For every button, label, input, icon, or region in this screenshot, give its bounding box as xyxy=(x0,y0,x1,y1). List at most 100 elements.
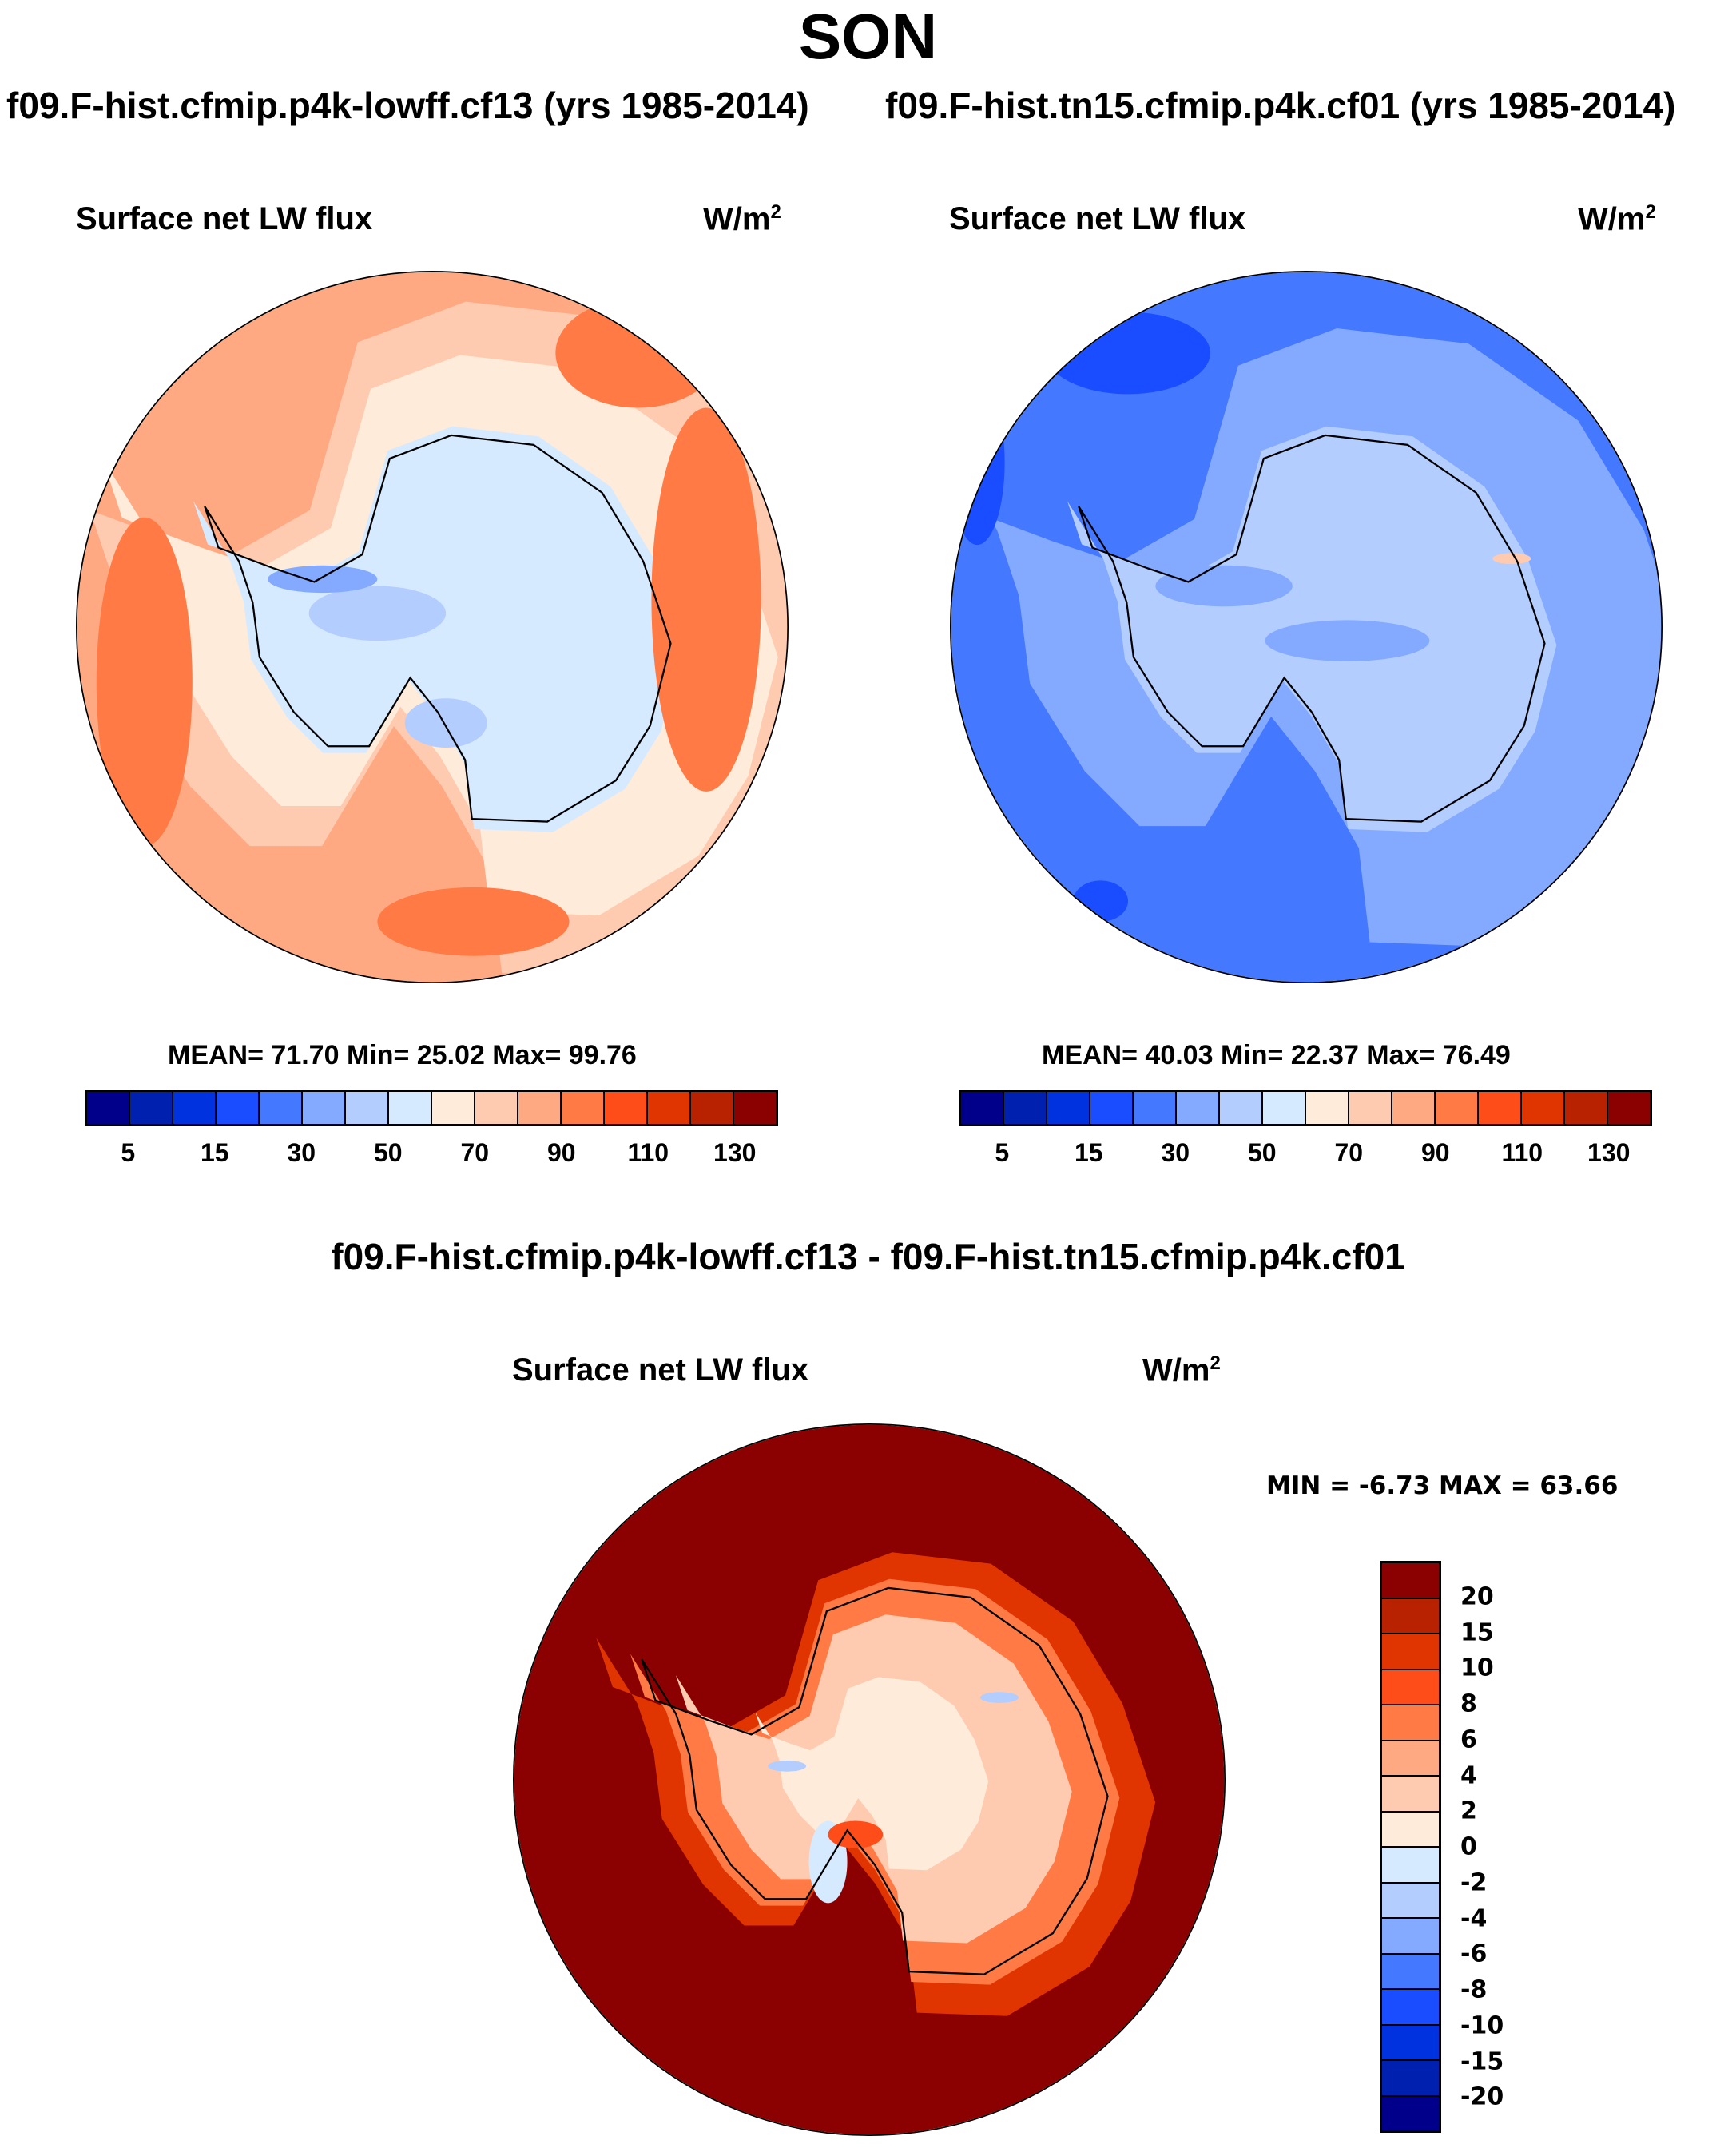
colorbar-tick-label: 10 xyxy=(1460,1654,1494,1682)
colorbar-box xyxy=(1608,1092,1650,1124)
map-boundary xyxy=(76,271,789,983)
colorbar-box xyxy=(389,1092,432,1124)
colorbar-box xyxy=(1382,1634,1439,1670)
colorbar-box xyxy=(260,1092,303,1124)
colorbar-tick-label: 5 xyxy=(121,1138,136,1167)
contour-patch xyxy=(951,380,1005,546)
colorbar-box xyxy=(734,1092,776,1124)
panel2-subtitle: f09.F-hist.tn15.cfmip.p4k.cf01 (yrs 1985… xyxy=(885,85,1676,126)
colorbar-tick-label: -8 xyxy=(1460,1975,1488,2004)
contour-patch xyxy=(1492,553,1531,565)
colorbar-box xyxy=(130,1092,173,1124)
colorbar-box xyxy=(1382,1848,1439,1884)
colorbar-tick-label: 70 xyxy=(460,1138,490,1167)
colorbar-tick-label: 110 xyxy=(1501,1138,1543,1167)
antarctica-coastline xyxy=(1078,434,1546,823)
colorbar-tick-label: 50 xyxy=(1247,1138,1277,1167)
colorbar-box xyxy=(1392,1092,1436,1124)
colorbar-tick-label: 2 xyxy=(1460,1797,1477,1825)
colorbar-box xyxy=(1047,1092,1090,1124)
map-panel3 xyxy=(513,1423,1226,2136)
colorbar-tick-label: 70 xyxy=(1334,1138,1364,1167)
map-boundary xyxy=(950,271,1663,983)
colorbar-box xyxy=(1382,2025,1439,2061)
colorbar-box xyxy=(1220,1092,1263,1124)
colorbar-box xyxy=(1382,1670,1439,1705)
contour-patch xyxy=(1046,312,1210,395)
diff-subtitle: f09.F-hist.cfmip.p4k-lowff.cf13 - f09.F-… xyxy=(331,1236,1405,1277)
contour-patch xyxy=(1265,620,1430,661)
contour-patch xyxy=(404,698,487,748)
panel1-subtitle: f09.F-hist.cfmip.p4k-lowff.cf13 (yrs 198… xyxy=(6,85,809,126)
colorbar-tick-label: 130 xyxy=(713,1138,757,1167)
colorbar-box xyxy=(1177,1092,1220,1124)
colorbar-box xyxy=(475,1092,518,1124)
colorbar-box xyxy=(87,1092,130,1124)
colorbar-box xyxy=(1349,1092,1392,1124)
colorbar-panel3 xyxy=(1380,1561,1441,2133)
colorbar-box xyxy=(1382,2096,1439,2130)
panel3-variable: Surface net LW flux xyxy=(512,1352,809,1388)
contour-band xyxy=(755,1677,989,1871)
panel3-stats: MIN = -6.73 MAX = 63.66 xyxy=(1266,1471,1619,1500)
colorbar-box xyxy=(303,1092,346,1124)
colorbar-box xyxy=(961,1092,1004,1124)
map-panel1 xyxy=(76,271,789,983)
panel3-units: W/m2 xyxy=(1142,1352,1221,1388)
contour-patch xyxy=(1073,880,1128,922)
colorbar-tick-label: 8 xyxy=(1460,1689,1477,1718)
colorbar-tick-label: 90 xyxy=(1420,1138,1450,1167)
panel2-stats: MEAN= 40.03 Min= 22.37 Max= 76.49 xyxy=(1042,1040,1511,1070)
colorbar-tick-label: 30 xyxy=(287,1138,316,1167)
colorbar-box xyxy=(518,1092,562,1124)
colorbar-box xyxy=(1004,1092,1047,1124)
map-fill xyxy=(514,1424,1225,2135)
colorbar-tick-label: 110 xyxy=(627,1138,669,1167)
colorbar-box xyxy=(562,1092,605,1124)
colorbar-box xyxy=(1382,1563,1439,1599)
contour-patch xyxy=(377,887,570,956)
colorbar-box xyxy=(1382,1598,1439,1634)
colorbar-box xyxy=(1382,1954,1439,1990)
colorbar-box xyxy=(1263,1092,1306,1124)
panel2-variable: Surface net LW flux xyxy=(949,201,1246,236)
colorbar-tick-label: 30 xyxy=(1161,1138,1190,1167)
map-boundary xyxy=(513,1423,1226,2136)
map-panel2 xyxy=(950,271,1663,983)
colorbar-box xyxy=(1522,1092,1565,1124)
colorbar-tick-label: -20 xyxy=(1460,2083,1504,2111)
main-title: SON xyxy=(798,1,938,72)
colorbar-tick-label: -6 xyxy=(1460,1940,1488,1968)
contour-patch xyxy=(979,1692,1019,1703)
antarctica-coastline xyxy=(641,1586,1109,1975)
contour-patch xyxy=(268,565,378,594)
colorbar-tick-label: 130 xyxy=(1587,1138,1631,1167)
colorbar-box xyxy=(1382,1777,1439,1813)
colorbar-box xyxy=(217,1092,260,1124)
colorbar-box xyxy=(1382,1883,1439,1919)
colorbar-tick-label: 50 xyxy=(373,1138,403,1167)
colorbar-tick-label: -10 xyxy=(1460,2011,1504,2040)
colorbar-tick-label: -15 xyxy=(1460,2047,1504,2075)
contour-patch xyxy=(308,586,447,641)
colorbar-box xyxy=(432,1092,475,1124)
colorbar-box xyxy=(691,1092,734,1124)
contour-patch xyxy=(555,298,721,408)
colorbar-box xyxy=(1382,1705,1439,1741)
panel2-units: W/m2 xyxy=(1578,201,1656,237)
colorbar-box xyxy=(1436,1092,1479,1124)
colorbar-tick-label: 15 xyxy=(1074,1138,1103,1167)
colorbar-box xyxy=(346,1092,389,1124)
contour-patch xyxy=(828,1820,884,1848)
colorbar-box xyxy=(1565,1092,1608,1124)
colorbar-panel1 xyxy=(85,1090,778,1126)
contour-patch xyxy=(651,407,761,792)
colorbar-tick-label: 0 xyxy=(1460,1832,1477,1861)
contour-patch xyxy=(96,517,193,847)
colorbar-tick-label: 5 xyxy=(995,1138,1010,1167)
colorbar-box xyxy=(648,1092,691,1124)
colorbar-box xyxy=(1382,1741,1439,1777)
panel1-variable: Surface net LW flux xyxy=(76,201,373,236)
colorbar-tick-label: 15 xyxy=(200,1138,229,1167)
colorbar-tick-label: 4 xyxy=(1460,1761,1477,1789)
